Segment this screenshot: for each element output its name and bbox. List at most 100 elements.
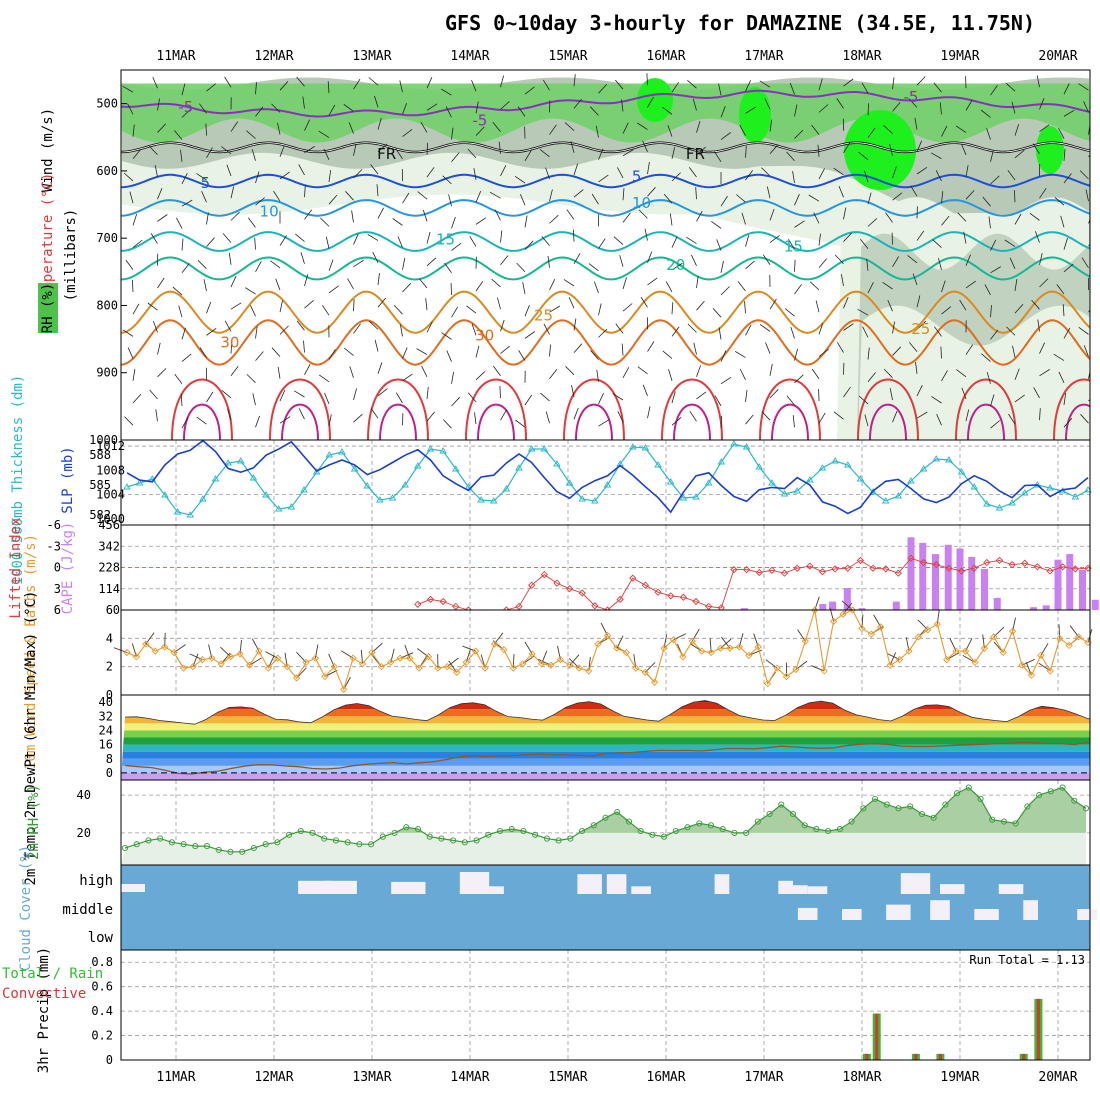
wind-speed-point — [895, 655, 904, 664]
wind-barb — [990, 150, 994, 162]
wind-speed-point — [274, 654, 282, 662]
wind-barb — [867, 347, 870, 360]
rh-point — [801, 822, 808, 829]
wind-barb — [573, 229, 575, 242]
wind-barb — [794, 374, 804, 384]
wind-barb — [571, 385, 575, 398]
wind-barb — [864, 414, 869, 427]
wind-barb — [934, 326, 942, 337]
lifted-index-point — [844, 564, 852, 572]
wind-barb — [500, 345, 511, 354]
wind-tick-label: 0 — [106, 688, 113, 702]
wind-barb — [792, 171, 795, 184]
cape-bar — [1091, 599, 1099, 610]
wind-barb — [230, 211, 240, 221]
wind-barb — [867, 282, 874, 294]
wind-speed-point — [754, 643, 762, 651]
wind-barb — [474, 412, 477, 425]
thickness-point — [135, 479, 144, 486]
wind-barb — [696, 391, 707, 400]
wind-barb — [255, 415, 260, 428]
rh-legend-swatch — [38, 283, 58, 333]
wind-barb — [986, 128, 991, 140]
wind-barb — [395, 148, 403, 160]
wind-barb — [255, 351, 264, 361]
wind-barb — [499, 385, 501, 399]
wind-barb — [300, 252, 305, 264]
rh-point — [930, 814, 937, 821]
wind-speed-point — [519, 660, 527, 668]
wind-speed-point — [867, 630, 875, 638]
wind-barb — [298, 164, 305, 176]
lifted-index-point — [970, 564, 978, 572]
thickness-point — [338, 448, 346, 455]
precip-panel: 0 0.2 0.4 0.6 0.8 Run Total = 1.13 — [91, 949, 1091, 1067]
wind-barb — [590, 350, 599, 360]
wind-barb — [990, 175, 1000, 185]
wind-barb — [517, 106, 526, 117]
wind-barb — [377, 207, 384, 219]
wind-speed-point — [1074, 633, 1083, 641]
rh-patch-bright — [844, 110, 916, 190]
wind-barb — [916, 295, 921, 308]
wind-barb — [230, 186, 235, 199]
rh-point — [1071, 797, 1078, 804]
temp-band — [121, 751, 1090, 759]
wind-speed-point — [613, 644, 621, 652]
wind-barb — [353, 299, 355, 312]
cape-tick-label: 0 — [113, 603, 120, 617]
wind-barb — [475, 345, 480, 358]
wind-barb — [860, 239, 869, 249]
wind-barb — [940, 346, 942, 359]
wind-barb — [843, 386, 851, 398]
wind-barb — [622, 122, 629, 134]
wind-barb — [892, 77, 895, 90]
wind-barb — [711, 220, 722, 229]
rh-point — [649, 831, 656, 838]
wind-speed-point — [453, 668, 461, 676]
cloud-bar — [121, 884, 145, 892]
wind-barb — [206, 391, 214, 403]
surface-isotherm-loop — [759, 378, 821, 440]
wind-barb — [762, 254, 771, 266]
cloud-bar — [474, 886, 504, 894]
thickness-ylabel: 1000-500mb Thickness (dm) — [10, 375, 26, 586]
wind-barb — [279, 325, 289, 335]
wind-barb — [444, 262, 452, 274]
cape-bar — [858, 608, 866, 610]
wind-barb — [1039, 342, 1045, 354]
top-date-label: 19MAR — [940, 49, 979, 64]
wind-barb — [230, 365, 239, 377]
wind-barb — [1006, 326, 1016, 336]
cape-bar — [993, 597, 1001, 610]
wind-barb — [892, 101, 901, 112]
lifted-index-point — [452, 602, 460, 611]
cape-ylabel: CAPE (J/kg) — [60, 522, 76, 615]
wind-speed-point — [914, 633, 923, 641]
wind-barb — [351, 210, 354, 223]
wind-barb — [988, 216, 991, 229]
wind-speed-point — [311, 654, 320, 662]
cloud-ylabel: Cloud Cover (%) — [18, 845, 34, 971]
wind-barb — [813, 212, 820, 224]
lifted-index-point — [1021, 559, 1029, 567]
isotherm-label: 25 — [534, 307, 553, 325]
li-tick-label: 6 — [54, 603, 61, 617]
rh-point — [977, 795, 984, 802]
precip-convective-bar — [1036, 998, 1040, 1060]
wind-barb — [811, 124, 820, 135]
cloud-bar — [940, 884, 965, 894]
wind-barb — [295, 233, 305, 242]
wind-speed-point — [528, 650, 536, 658]
wind-barb — [671, 416, 682, 426]
wind-barb — [448, 194, 452, 207]
wind-barb — [621, 343, 624, 356]
temp-tick-label: 8 — [106, 752, 113, 766]
precip-total-label: Total / Rain — [2, 966, 103, 982]
wind-barb — [786, 395, 795, 406]
rh-point — [450, 837, 457, 844]
wind-speed-point — [603, 631, 612, 640]
wind-barb — [1014, 279, 1018, 292]
surface-isotherm-loop — [563, 378, 625, 440]
wind-barb — [695, 187, 697, 200]
